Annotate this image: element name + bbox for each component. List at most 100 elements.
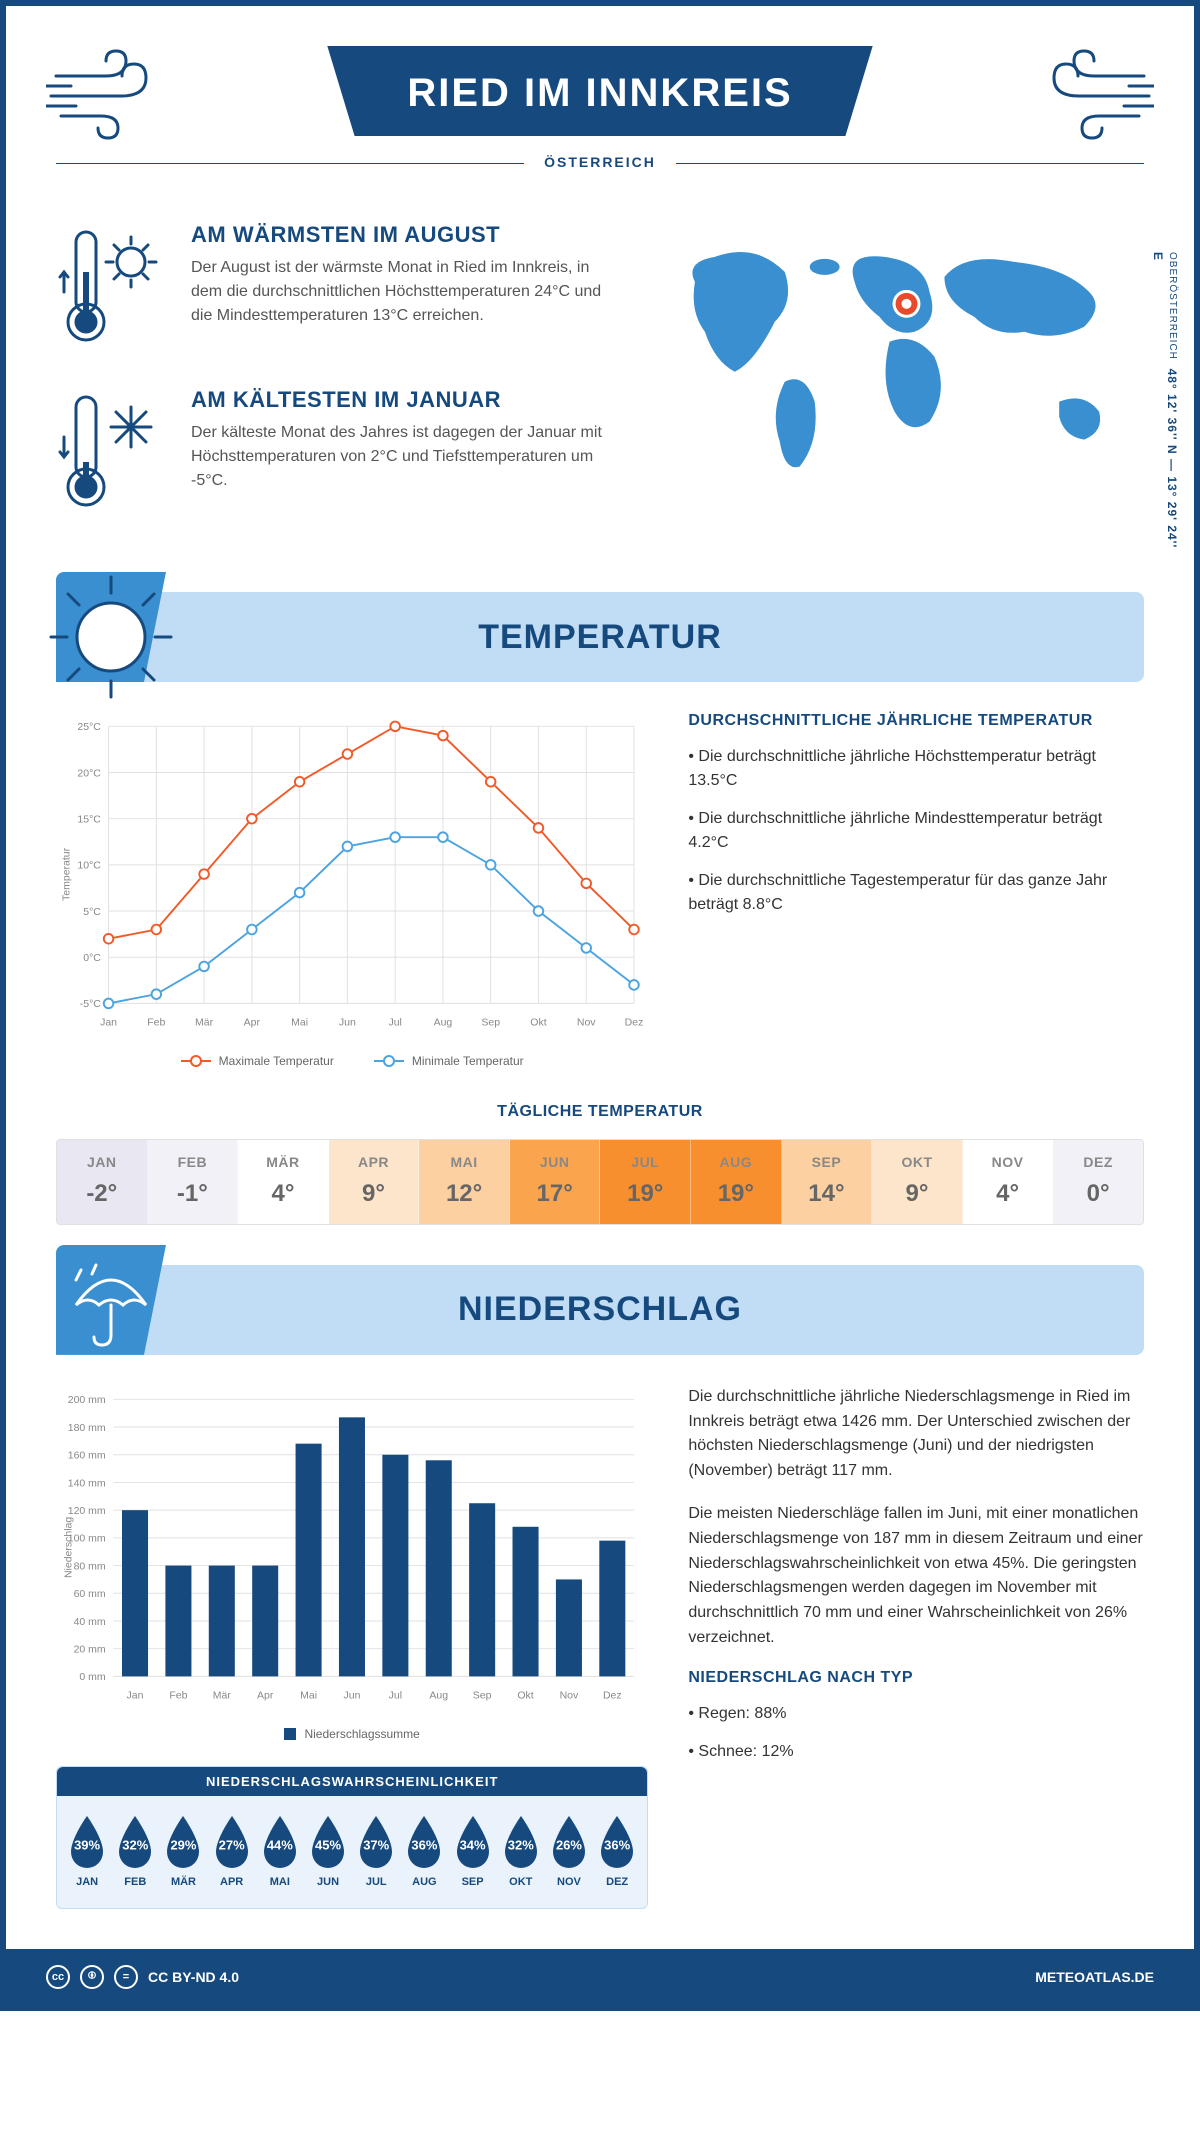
month-cell: MÄR4° (238, 1140, 329, 1224)
world-map-icon (645, 222, 1144, 501)
thermometer-cold-icon (56, 387, 166, 517)
drop-cell: 32%OKT (497, 1812, 545, 1888)
svg-text:Jan: Jan (100, 1016, 117, 1028)
drop-cell: 26%NOV (545, 1812, 593, 1888)
svg-text:180 mm: 180 mm (68, 1422, 106, 1434)
svg-text:Feb: Feb (147, 1016, 165, 1028)
month-cell: MAI12° (419, 1140, 510, 1224)
legend-min-label: Minimale Temperatur (412, 1054, 524, 1068)
coldest-heading: AM KÄLTESTEN IM JANUAR (191, 387, 605, 413)
coldest-block: AM KÄLTESTEN IM JANUAR Der kälteste Mona… (56, 387, 605, 517)
svg-text:Sep: Sep (481, 1016, 500, 1028)
svg-text:10°C: 10°C (77, 860, 101, 872)
svg-text:Jul: Jul (389, 1689, 402, 1701)
svg-text:140 mm: 140 mm (68, 1477, 106, 1489)
svg-text:Aug: Aug (429, 1689, 448, 1701)
drop-cell: 32%FEB (111, 1812, 159, 1888)
svg-text:Jul: Jul (388, 1016, 401, 1028)
drop-cell: 45%JUN (304, 1812, 352, 1888)
drop-cell: 27%APR (208, 1812, 256, 1888)
cc-icon: cc (46, 1965, 70, 1989)
svg-text:Okt: Okt (530, 1016, 546, 1028)
world-map-block: OBERÖSTERREICH 48° 12' 36'' N — 13° 29' … (645, 222, 1144, 552)
svg-text:Mär: Mär (195, 1016, 214, 1028)
svg-text:Apr: Apr (257, 1689, 274, 1701)
svg-text:0 mm: 0 mm (79, 1671, 106, 1683)
month-cell: OKT9° (872, 1140, 963, 1224)
svg-text:Dez: Dez (625, 1016, 644, 1028)
precip-legend: Niederschlagssumme (56, 1727, 648, 1741)
month-cell: NOV4° (963, 1140, 1054, 1224)
coordinates-label: OBERÖSTERREICH 48° 12' 36'' N — 13° 29' … (1151, 252, 1179, 552)
svg-text:20 mm: 20 mm (74, 1643, 106, 1655)
drop-cell: 36%AUG (400, 1812, 448, 1888)
thermometer-hot-icon (56, 222, 166, 352)
svg-text:Mär: Mär (213, 1689, 232, 1701)
svg-text:Dez: Dez (603, 1689, 622, 1701)
precip-summary-text: Die durchschnittliche jährliche Niedersc… (688, 1385, 1144, 1909)
country-subtitle: ÖSTERREICH (524, 154, 676, 170)
svg-text:5°C: 5°C (83, 906, 101, 918)
svg-text:25°C: 25°C (77, 721, 101, 733)
svg-text:40 mm: 40 mm (74, 1616, 106, 1628)
prob-title: NIEDERSCHLAGSWAHRSCHEINLICHKEIT (57, 1767, 647, 1796)
month-cell: APR9° (329, 1140, 420, 1224)
umbrella-icon (66, 1260, 156, 1350)
month-cell: JUL19° (600, 1140, 691, 1224)
svg-text:160 mm: 160 mm (68, 1449, 106, 1461)
svg-text:Aug: Aug (434, 1016, 453, 1028)
svg-text:Feb: Feb (169, 1689, 187, 1701)
daily-temp-title: TÄGLICHE TEMPERATUR (56, 1103, 1144, 1121)
month-cell: JAN-2° (57, 1140, 148, 1224)
license-block: cc 🅯 = CC BY-ND 4.0 (46, 1965, 239, 1989)
by-icon: 🅯 (80, 1965, 104, 1989)
nd-icon: = (114, 1965, 138, 1989)
svg-text:Nov: Nov (560, 1689, 579, 1701)
subtitle-wrap: ÖSTERREICH (56, 154, 1144, 172)
temp-legend: Maximale Temperatur Minimale Temperatur (56, 1054, 648, 1068)
drop-cell: 36%DEZ (593, 1812, 641, 1888)
page-footer: cc 🅯 = CC BY-ND 4.0 METEOATLAS.DE (6, 1949, 1194, 2005)
svg-text:Nov: Nov (577, 1016, 596, 1028)
warmest-heading: AM WÄRMSTEN IM AUGUST (191, 222, 605, 248)
section-header-temperature: TEMPERATUR (56, 592, 1144, 682)
svg-text:20°C: 20°C (77, 767, 101, 779)
svg-text:Jun: Jun (339, 1016, 356, 1028)
drop-cell: 39%JAN (63, 1812, 111, 1888)
svg-text:80 mm: 80 mm (74, 1560, 106, 1572)
svg-text:200 mm: 200 mm (68, 1394, 106, 1406)
svg-text:120 mm: 120 mm (68, 1505, 106, 1517)
section-title-precip: NIEDERSCHLAG (56, 1290, 1144, 1329)
month-cell: SEP14° (782, 1140, 873, 1224)
svg-text:0°C: 0°C (83, 952, 101, 964)
sun-icon (41, 567, 181, 707)
license-text: CC BY-ND 4.0 (148, 1969, 239, 1985)
wind-icon (46, 46, 186, 146)
svg-text:Jun: Jun (344, 1689, 361, 1701)
svg-text:Okt: Okt (517, 1689, 533, 1701)
month-cell: DEZ0° (1053, 1140, 1143, 1224)
month-cell: AUG19° (691, 1140, 782, 1224)
coldest-body: Der kälteste Monat des Jahres ist dagege… (191, 421, 605, 493)
temperature-line-chart: -5°C0°C5°C10°C15°C20°C25°CJanFebMärAprMa… (56, 712, 648, 1037)
wind-icon (1014, 46, 1154, 146)
precip-type-heading: NIEDERSCHLAG NACH TYP (688, 1669, 1144, 1687)
svg-text:Temperatur: Temperatur (60, 847, 72, 901)
warmest-body: Der August ist der wärmste Monat in Ried… (191, 256, 605, 328)
precipitation-bar-chart: 0 mm20 mm40 mm60 mm80 mm100 mm120 mm140 … (56, 1385, 648, 1710)
temperature-summary-text: DURCHSCHNITTLICHE JÄHRLICHE TEMPERATUR •… (688, 712, 1144, 1068)
page-header: RIED IM INNKREIS (56, 46, 1144, 136)
month-cell: JUN17° (510, 1140, 601, 1224)
drop-cell: 34%SEP (449, 1812, 497, 1888)
svg-text:60 mm: 60 mm (74, 1588, 106, 1600)
title-banner: RIED IM INNKREIS (327, 46, 872, 136)
svg-text:Mai: Mai (291, 1016, 308, 1028)
warmest-block: AM WÄRMSTEN IM AUGUST Der August ist der… (56, 222, 605, 352)
drop-cell: 37%JUL (352, 1812, 400, 1888)
month-cell: FEB-1° (148, 1140, 239, 1224)
svg-text:15°C: 15°C (77, 814, 101, 826)
section-title-temperature: TEMPERATUR (56, 618, 1144, 657)
legend-precip-label: Niederschlagssumme (304, 1727, 419, 1741)
temp-summary-heading: DURCHSCHNITTLICHE JÄHRLICHE TEMPERATUR (688, 712, 1144, 730)
svg-text:Sep: Sep (473, 1689, 492, 1701)
